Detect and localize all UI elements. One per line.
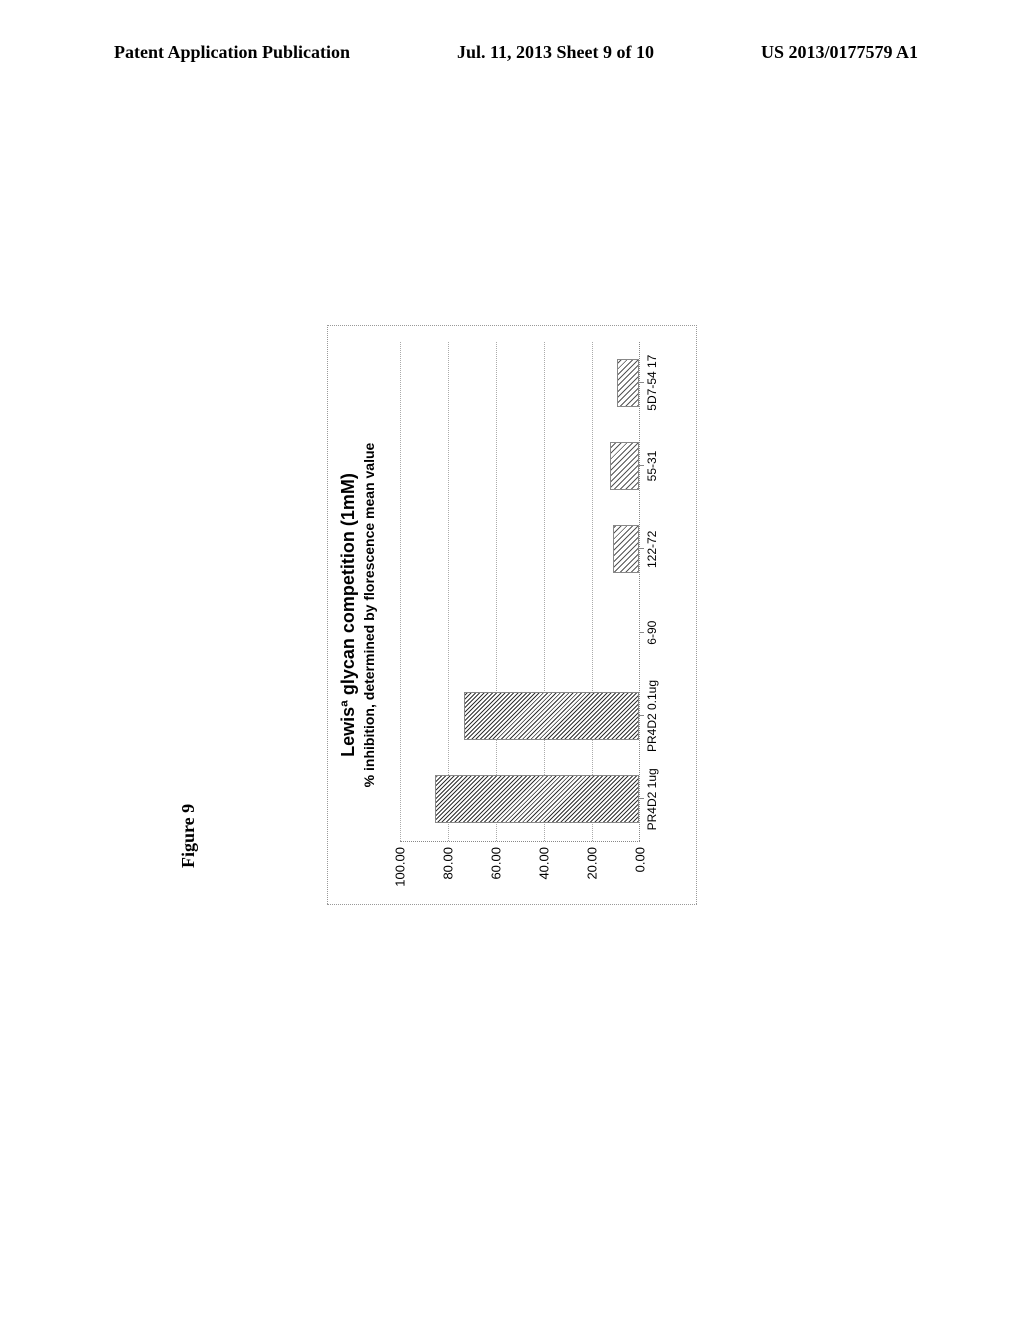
x-tick-label: 5D7-54 17 <box>639 355 659 411</box>
y-tick-label: 80.00 <box>441 841 456 880</box>
y-tick-label: 100.00 <box>393 841 408 887</box>
y-tick-label: 40.00 <box>537 841 552 880</box>
header-right: US 2013/0177579 A1 <box>761 42 918 63</box>
bar <box>610 442 639 490</box>
gridline <box>448 342 449 841</box>
gridline <box>400 342 401 841</box>
x-tick-label: PR4D2 0.1ug <box>639 680 659 752</box>
y-tick-label: 0.00 <box>633 841 648 872</box>
gridline <box>496 342 497 841</box>
page-header: Patent Application Publication Jul. 11, … <box>0 42 1024 63</box>
y-tick-label: 20.00 <box>585 841 600 880</box>
chart-subtitle: % inhibition, determined by florescence … <box>361 326 377 904</box>
x-tick-label: 55-31 <box>639 451 659 482</box>
bar <box>464 692 639 740</box>
bar <box>613 525 639 573</box>
x-tick-label: 122-72 <box>639 531 659 568</box>
x-tick-label: 6-90 <box>639 621 659 645</box>
y-tick-label: 60.00 <box>489 841 504 880</box>
bar <box>435 775 639 823</box>
chart-container: Lewisª glycan competition (1mM) % inhibi… <box>327 325 697 905</box>
gridline <box>592 342 593 841</box>
chart-title: Lewisª glycan competition (1mM) <box>338 326 359 904</box>
header-left: Patent Application Publication <box>114 42 350 63</box>
gridline <box>544 342 545 841</box>
figure-label: Figure 9 <box>178 804 199 868</box>
x-tick-label: PR4D2 1ug <box>639 768 659 830</box>
plot-area: 0.0020.0040.0060.0080.00100.00PR4D2 1ugP… <box>400 342 640 842</box>
bar <box>617 359 639 407</box>
header-center: Jul. 11, 2013 Sheet 9 of 10 <box>457 42 654 63</box>
